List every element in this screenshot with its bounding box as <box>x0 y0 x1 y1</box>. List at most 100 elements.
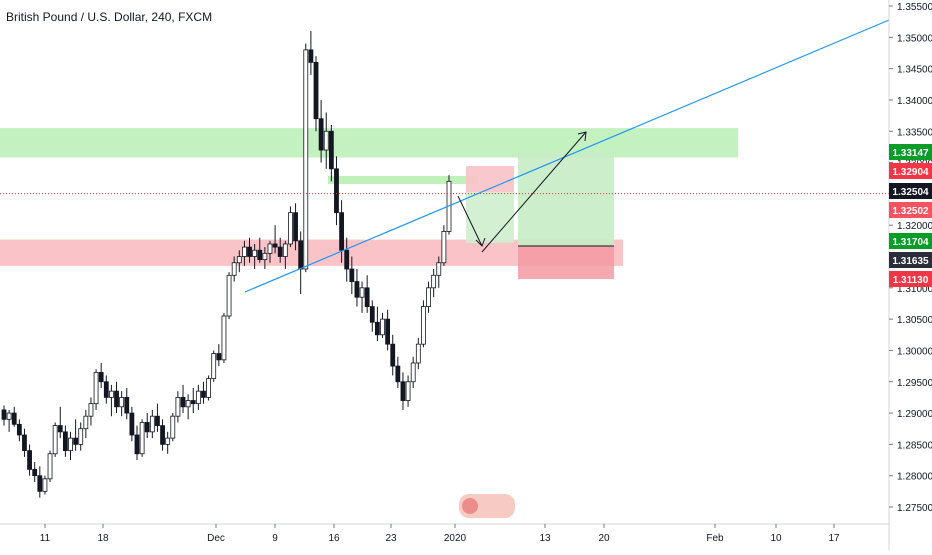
candle <box>277 237 283 263</box>
x-tick-label: 10 <box>770 533 782 544</box>
candle-body-up <box>88 403 94 417</box>
candle-body-up <box>441 231 447 264</box>
candle-body-up <box>267 243 273 254</box>
candle <box>267 240 273 263</box>
candle <box>93 369 99 410</box>
candle <box>308 31 314 75</box>
candle-body-up <box>165 437 171 445</box>
candle-body-up <box>282 243 288 257</box>
price-label-text: 1.31635 <box>892 256 929 267</box>
candle-body-down <box>364 287 370 308</box>
candle-body-down <box>57 425 63 433</box>
price-label-text: 1.32502 <box>892 206 929 217</box>
candle-body-up <box>119 397 125 408</box>
candle <box>114 381 119 414</box>
watermark-logo <box>459 494 515 518</box>
chart-title: British Pound / U.S. Dollar, 240, FXCM <box>6 10 213 24</box>
up-arrow <box>481 131 587 253</box>
price-label-bg <box>889 163 932 179</box>
candle <box>185 394 191 420</box>
y-tick-label: 1.34500 <box>897 65 932 76</box>
candle-body-up <box>405 381 411 401</box>
y-tick-label: 1.29500 <box>897 378 932 389</box>
x-tick-label: 16 <box>328 533 340 544</box>
candle <box>339 200 344 263</box>
candle-body-down <box>73 437 79 445</box>
long-target-box <box>518 151 614 246</box>
candle <box>129 406 135 442</box>
candle <box>318 99 324 163</box>
candle <box>27 444 32 476</box>
candle <box>139 419 145 457</box>
price-label: 1.32504 <box>889 183 932 199</box>
candle <box>436 256 442 288</box>
y-tick-label: 1.29000 <box>897 409 932 420</box>
price-label-bg <box>889 183 932 199</box>
candle <box>288 206 293 248</box>
candle <box>359 281 365 313</box>
y-tick-label: 1.33500 <box>897 127 932 138</box>
candle <box>252 243 258 270</box>
candle <box>380 312 385 338</box>
candle <box>410 356 416 389</box>
candle-body-up <box>288 212 293 245</box>
candle-body-down <box>22 434 27 452</box>
candle <box>385 309 391 351</box>
candle-body-down <box>190 400 196 405</box>
candle-body-down <box>216 353 222 361</box>
candle-body-up <box>139 422 145 455</box>
candle <box>88 397 94 426</box>
candle-body-up <box>206 378 211 398</box>
x-tick-label: 23 <box>385 533 397 544</box>
candle-body-down <box>201 390 206 398</box>
candle-body-down <box>98 371 104 383</box>
short-target-box <box>466 192 514 243</box>
candle-body-down <box>32 469 38 477</box>
candle-body-down <box>27 450 32 470</box>
candle-body-up <box>262 252 268 261</box>
candle-body-up <box>175 397 181 417</box>
candle <box>323 112 329 169</box>
price-label-bg <box>889 252 932 268</box>
candle-body-down <box>62 431 68 452</box>
x-axis-ticks[interactable]: 11 18 Dec 9 16 23 2020 13 20 Feb 10 17 <box>40 524 840 544</box>
candle <box>231 256 237 282</box>
candle <box>165 431 171 454</box>
y-tick-label: 1.30000 <box>897 346 932 357</box>
candle-body-down <box>277 246 283 257</box>
candle <box>155 403 160 432</box>
candle <box>11 406 17 427</box>
price-labels: 1.33147 1.32904 1.32504 1.32502 1.31704 1.316… <box>889 144 932 287</box>
candle <box>400 372 406 410</box>
candle-body-down <box>354 281 360 298</box>
candle <box>124 388 130 420</box>
candle <box>6 409 12 432</box>
candle <box>149 409 155 439</box>
candle <box>206 375 211 401</box>
candle-body-down <box>155 415 160 426</box>
candle-body-down <box>328 130 334 170</box>
candle-body-down <box>308 49 314 63</box>
candle-body-down <box>390 343 396 367</box>
candle <box>78 422 84 451</box>
candle <box>175 391 181 423</box>
candle <box>390 334 396 376</box>
price-label-bg <box>889 233 932 249</box>
candle <box>374 306 380 342</box>
price-label-bg <box>889 144 932 160</box>
price-label: 1.31130 <box>889 271 932 287</box>
candle-body-up <box>52 425 58 455</box>
candle-body-up <box>410 362 416 383</box>
candle <box>328 124 334 182</box>
candle-body-up <box>303 49 309 270</box>
candle-body-down <box>160 425 165 445</box>
price-label-bg <box>889 271 932 287</box>
candle <box>236 250 242 273</box>
price-label: 1.32502 <box>889 202 932 218</box>
candle <box>22 428 27 457</box>
candle <box>272 225 278 254</box>
candle-body-up <box>109 390 114 398</box>
price-label: 1.31635 <box>889 252 932 268</box>
